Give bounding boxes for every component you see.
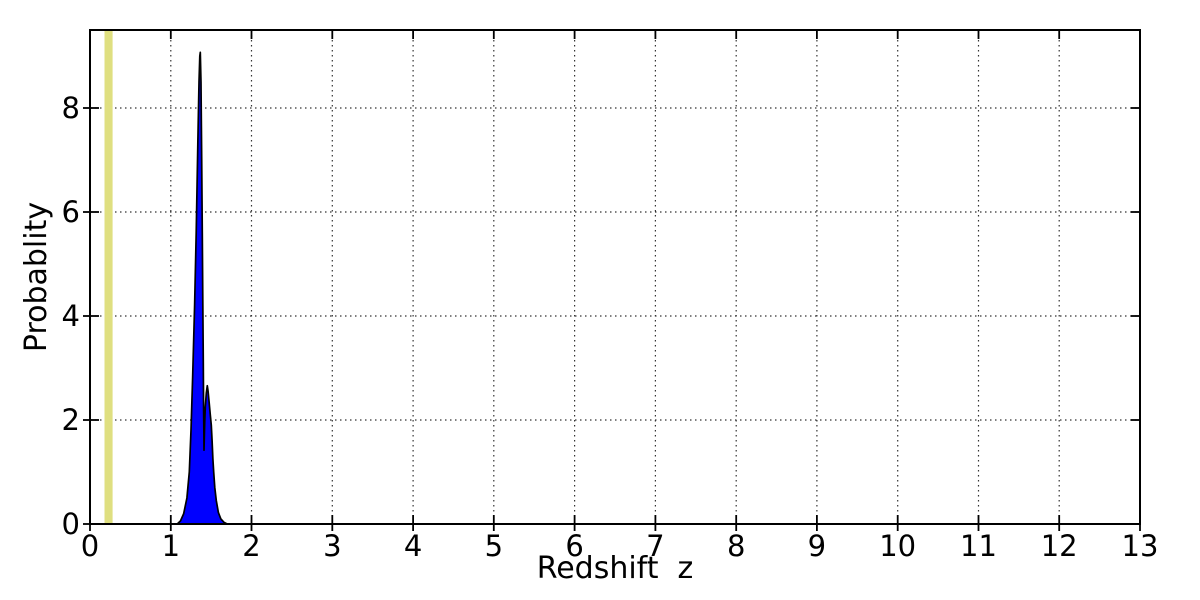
x-tick-label: 13: [1122, 529, 1159, 563]
x-tick-label: 7: [646, 529, 664, 563]
y-tick-label: 2: [62, 403, 80, 437]
highlight-band-layer: [104, 30, 113, 524]
plot-area-border: [89, 29, 1141, 525]
x-tick-label: 9: [808, 529, 826, 563]
gridlines: [90, 30, 1140, 524]
x-tick-label: 11: [960, 529, 997, 563]
x-axis-label: Redshift z: [537, 551, 694, 586]
y-tick-label: 4: [62, 299, 80, 333]
y-axis-label: Probablity: [19, 202, 54, 352]
y-tick-label: 0: [62, 507, 80, 541]
x-tick-label: 6: [565, 529, 583, 563]
x-tick-label: 12: [1041, 529, 1078, 563]
axis-ticks: [83, 30, 1141, 531]
probability-curve: [176, 51, 229, 525]
x-tick-label: 4: [404, 529, 422, 563]
x-tick-label: 2: [242, 529, 260, 563]
x-tick-label: 3: [323, 529, 341, 563]
x-tick-label: 0: [81, 529, 99, 563]
x-tick-label: 10: [879, 529, 916, 563]
y-tick-label: 8: [62, 91, 80, 125]
x-tick-label: 1: [162, 529, 180, 563]
data-series-layer: [176, 51, 229, 525]
y-tick-label: 6: [62, 195, 80, 229]
x-tick-label: 8: [727, 529, 745, 563]
x-tick-label: 5: [485, 529, 503, 563]
highlight-band: [104, 30, 113, 524]
